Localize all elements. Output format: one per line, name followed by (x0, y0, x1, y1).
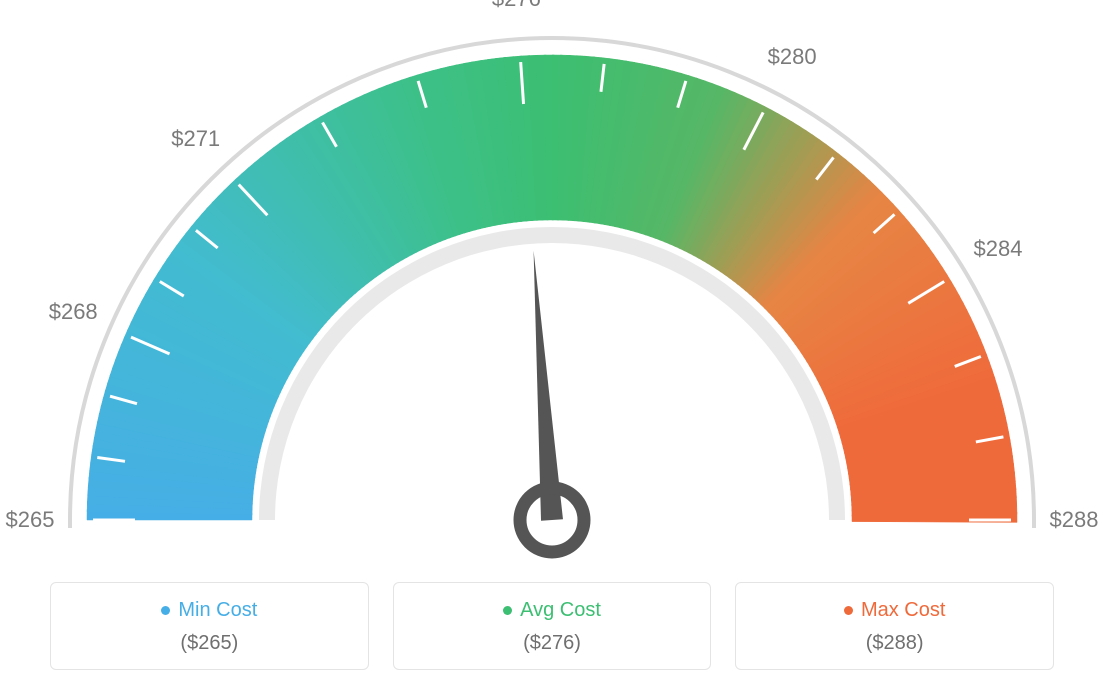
legend-card-max: Max Cost ($288) (735, 582, 1054, 670)
legend-title-max: Max Cost (844, 599, 945, 622)
gauge-tick-label: $280 (768, 44, 817, 70)
legend-label-min: Min Cost (178, 599, 257, 622)
legend-dot-avg (503, 606, 512, 615)
legend-value-max: ($288) (746, 632, 1043, 655)
gauge-tick-label: $288 (1050, 507, 1099, 533)
legend-card-avg: Avg Cost ($276) (393, 582, 712, 670)
legend-title-avg: Avg Cost (503, 599, 601, 622)
gauge-tick-label: $276 (492, 0, 541, 12)
legend-value-avg: ($276) (404, 632, 701, 655)
legend-row: Min Cost ($265) Avg Cost ($276) Max Cost… (50, 582, 1054, 670)
legend-title-min: Min Cost (161, 599, 257, 622)
legend-label-max: Max Cost (861, 599, 945, 622)
gauge-tick-label: $268 (49, 299, 98, 325)
legend-label-avg: Avg Cost (520, 599, 601, 622)
gauge-tick-label: $265 (6, 507, 55, 533)
legend-dot-max (844, 606, 853, 615)
gauge-svg (0, 0, 1104, 560)
legend-value-min: ($265) (61, 632, 358, 655)
legend-dot-min (161, 606, 170, 615)
gauge-tick-label: $284 (974, 236, 1023, 262)
gauge-tick-label: $271 (171, 126, 220, 152)
gauge-chart: $265 $268 $271 $276 $280 $284 $288 (0, 0, 1104, 560)
legend-card-min: Min Cost ($265) (50, 582, 369, 670)
